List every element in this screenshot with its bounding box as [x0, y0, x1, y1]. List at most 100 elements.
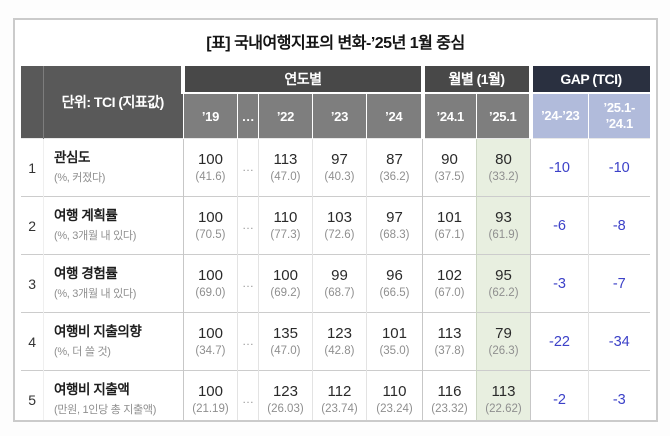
raw-value: (37.5) [434, 170, 465, 183]
gap-value: -34 [588, 312, 650, 371]
indicator-name: 관심도 [53, 150, 91, 166]
value-cell-highlighted: 80 (33.2) [475, 138, 531, 197]
raw-value: (40.3) [324, 170, 355, 183]
row-number: 5 [21, 370, 44, 420]
raw-value: (66.5) [379, 286, 410, 299]
ellipsis-cell: … [236, 312, 259, 371]
tci-value: 110 [273, 209, 298, 227]
value-cell: 100 (21.19) [182, 370, 238, 420]
figure-title: [표] 국내여행지표의 변화-’25년 1월 중심 [206, 35, 465, 52]
raw-value: (42.8) [324, 344, 355, 357]
value-cell: 97 (40.3) [311, 138, 367, 197]
tci-value: 102 [436, 267, 463, 285]
indicator-label-cell: 여행 계획률 (%, 3개월 내 있다) [42, 196, 184, 255]
value-cell: 123 (26.03) [257, 370, 313, 420]
tci-value: 110 [382, 383, 407, 401]
tci-value: 87 [386, 151, 403, 169]
value-cell: 123 (42.8) [311, 312, 367, 371]
table-row: 2 여행 계획률 (%, 3개월 내 있다) 100 (70.5) … 110 (7… [21, 196, 650, 255]
indicator-unit: (%, 더 쓸 것) [53, 345, 111, 358]
tci-value: 90 [441, 151, 458, 169]
value-cell: 103 (72.6) [311, 196, 367, 255]
raw-value: (68.7) [324, 286, 355, 299]
indicator-label-cell: 여행 경험률 (%, 3개월 내 있다) [42, 254, 184, 313]
ellipsis-cell: … [236, 196, 259, 255]
raw-value: (72.6) [324, 228, 355, 241]
value-cell: 87 (36.2) [365, 138, 423, 197]
gap-value: -10 [588, 138, 650, 197]
col-header-gap-24-23: ’24-’23 [528, 93, 589, 139]
indicator-label-cell: 여행비 지출의향 (%, 더 쓸 것) [42, 312, 184, 371]
travel-index-table: 단위: TCI (지표값) 연도별 월별 (1월) GAP (TCI) ’19 … [21, 66, 650, 420]
row-number: 3 [21, 254, 44, 313]
value-cell: 100 (34.7) [182, 312, 238, 371]
value-cell: 113 (37.8) [422, 312, 477, 371]
indicator-name: 여행비 지출의향 [53, 324, 142, 340]
col-group-yearly: 연도별 [181, 66, 423, 94]
value-cell-highlighted: 113 (22.62) [475, 370, 531, 420]
header-sub-row: ’19 … ’22 ’23 ’24 ’24.1 ’25.1 ’24-’23 ’2… [21, 93, 650, 139]
col-header-19: ’19 [182, 93, 238, 139]
raw-value: (70.5) [195, 228, 226, 241]
row-number: 4 [21, 312, 44, 371]
tci-value: 93 [495, 209, 512, 227]
raw-value: (47.0) [270, 344, 301, 357]
tci-value: 97 [386, 209, 403, 227]
col-header-23: ’23 [311, 93, 367, 139]
tci-value: 100 [197, 209, 223, 227]
value-cell-highlighted: 79 (26.3) [475, 312, 531, 371]
value-cell: 110 (77.3) [257, 196, 313, 255]
ellipsis-cell: … [236, 370, 259, 420]
tci-value: 79 [495, 325, 512, 343]
tci-value: 100 [197, 383, 223, 401]
gap-value: -7 [588, 254, 650, 313]
value-cell: 100 (69.2) [257, 254, 313, 313]
tci-value: 113 [437, 325, 462, 343]
table-row: 1 관심도 (%, 커졌다) 100 (41.6) … 113 (47.0) 97(… [21, 138, 650, 197]
tci-value: 97 [331, 151, 348, 169]
tci-value: 96 [386, 267, 403, 285]
row-number: 2 [21, 196, 44, 255]
tci-value: 101 [436, 209, 463, 227]
gap-value: -10 [530, 138, 589, 197]
tci-value: 123 [326, 325, 352, 343]
tci-value: 123 [272, 383, 298, 401]
raw-value: (26.03) [267, 402, 304, 415]
gap-value: -3 [530, 254, 589, 313]
value-cell: 102 (67.0) [422, 254, 477, 313]
indicator-unit: (만원, 1인당 총 지출액) [53, 403, 157, 416]
gap-value: -3 [588, 370, 650, 420]
tci-value: 80 [495, 151, 512, 169]
col-header-ellipsis: … [236, 93, 259, 139]
col-header-24: ’24 [365, 93, 423, 139]
raw-value: (26.3) [488, 344, 519, 357]
tci-value: 135 [272, 325, 298, 343]
value-cell: 100 (69.0) [182, 254, 238, 313]
raw-value: (23.24) [376, 402, 413, 415]
ellipsis-cell: … [236, 138, 259, 197]
ellipsis-cell: … [236, 254, 259, 313]
indicator-unit: (%, 3개월 내 있다) [53, 229, 137, 242]
value-cell: 101 (67.1) [422, 196, 477, 255]
gap-value: -22 [530, 312, 589, 371]
ellipsis: … [241, 217, 254, 232]
value-cell: 90 (37.5) [422, 138, 477, 197]
col-header-gap-251-241: ’25.1- ’24.1 [588, 93, 650, 139]
row-number: 1 [21, 138, 44, 197]
raw-value: (77.3) [270, 228, 301, 241]
tci-value: 112 [327, 383, 352, 401]
raw-value: (68.3) [379, 228, 410, 241]
raw-value: (69.0) [195, 286, 226, 299]
col-header-25-1: ’25.1 [475, 93, 531, 139]
ellipsis: … [241, 275, 254, 290]
raw-value: (33.2) [488, 170, 519, 183]
gap-value: -2 [530, 370, 589, 420]
value-cell: 135 (47.0) [257, 312, 313, 371]
raw-value: (23.74) [321, 402, 358, 415]
indicator-name: 여행비 지출액 [53, 382, 130, 398]
raw-value: (61.9) [488, 228, 519, 241]
indicator-name: 여행 계획률 [53, 208, 118, 224]
value-cell: 99 (68.7) [311, 254, 367, 313]
corner-cell [21, 66, 44, 139]
header-group-row: 단위: TCI (지표값) 연도별 월별 (1월) GAP (TCI) [21, 66, 650, 139]
